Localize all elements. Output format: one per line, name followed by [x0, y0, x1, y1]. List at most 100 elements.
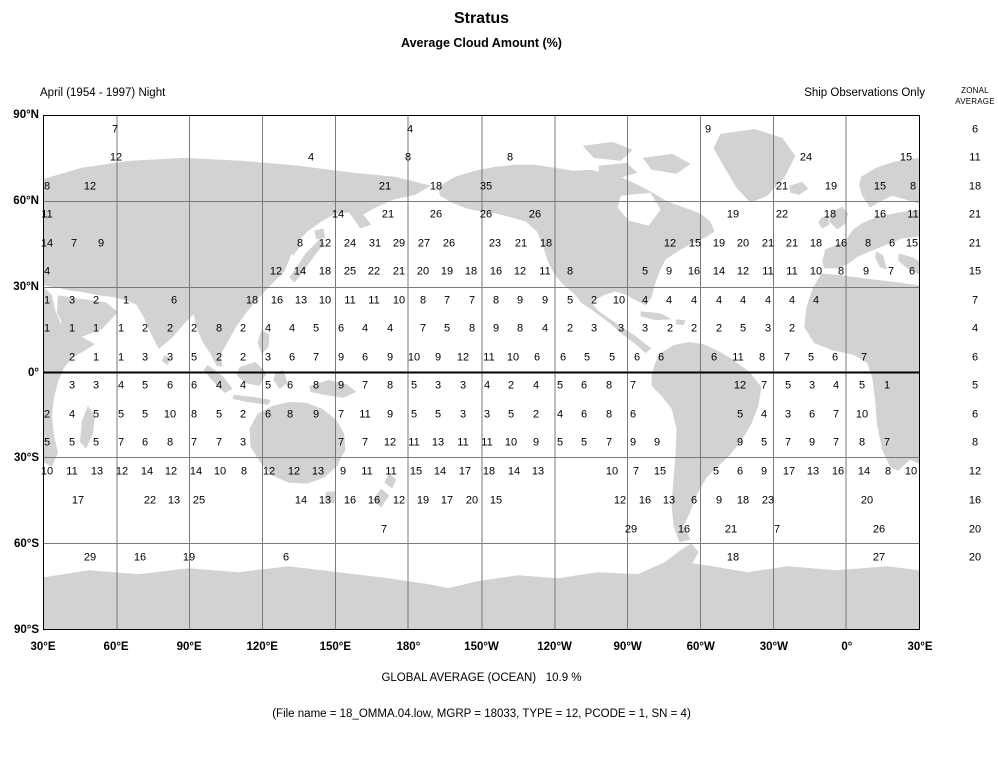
grid-cell-value: 6: [559, 351, 567, 364]
grid-cell-value: 11: [762, 265, 774, 278]
grid-cell-value: 23: [488, 237, 502, 250]
grid-cell-value: 3: [784, 408, 792, 421]
grid-cell-value: 19: [182, 551, 196, 564]
grid-cell-value: 2: [666, 322, 674, 335]
grid-cell-value: 25: [192, 494, 206, 507]
grid-cell-value: 8: [605, 379, 613, 392]
grid-cell-value: 22: [143, 494, 157, 507]
grid-cell-value: 19: [416, 494, 430, 507]
grid-cell-value: 11: [359, 408, 371, 421]
zonal-average-value: 16: [968, 494, 982, 507]
y-tick-label: 60°N: [13, 194, 39, 207]
grid-cell-value: 10: [809, 265, 823, 278]
grid-cell-value: 13: [311, 465, 325, 478]
grid-cell-value: 31: [368, 237, 382, 250]
grid-cell-value: 5: [807, 351, 815, 364]
grid-cell-value: 4: [788, 294, 796, 307]
grid-cell-value: 9: [337, 379, 345, 392]
x-tick-label: 90°E: [176, 641, 202, 653]
grid-cell-value: 4: [361, 322, 369, 335]
grid-cell-value: 12: [456, 351, 470, 364]
grid-cell-value: 4: [760, 408, 768, 421]
land-madagascar: [79, 405, 95, 449]
grid-cell-value: 12: [736, 265, 750, 278]
grid-cell-value: 7: [832, 436, 840, 449]
grid-cell-value: 4: [641, 294, 649, 307]
grid-cell-value: 10: [392, 294, 406, 307]
land-britain: [829, 206, 849, 230]
grid-cell-value: 8: [286, 408, 294, 421]
grid-cell-value: 6: [580, 379, 588, 392]
x-tick-label: 30°E: [30, 641, 56, 653]
grid-cell-value: 6: [533, 351, 541, 364]
grid-cell-value: 2: [532, 408, 540, 421]
grid-cell-value: 5: [580, 436, 588, 449]
grid-cell-value: 17: [71, 494, 85, 507]
grid-cell-value: 7: [111, 123, 119, 136]
grid-cell-value: 8: [419, 294, 427, 307]
grid-cell-value: 3: [459, 408, 467, 421]
grid-cell-value: 26: [442, 237, 456, 250]
grid-cell-value: 4: [117, 379, 125, 392]
grid-cell-value: 4: [264, 322, 272, 335]
land-south-america: [651, 342, 762, 543]
grid-cell-value: 4: [764, 294, 772, 307]
grid-cell-value: 1: [43, 322, 51, 335]
grid-cell-value: 5: [43, 436, 51, 449]
grid-cell-value: 14: [507, 465, 521, 478]
season-label: April (1954 - 1997) Night: [40, 87, 166, 99]
grid-cell-value: 5: [739, 322, 747, 335]
grid-cell-value: 5: [641, 265, 649, 278]
grid-cell-value: 26: [528, 208, 542, 221]
grid-cell-value: 10: [213, 465, 227, 478]
grid-cell-value: 3: [166, 351, 174, 364]
grid-cell-value: 2: [215, 351, 223, 364]
grid-cell-value: 11: [368, 294, 380, 307]
grid-cell-value: 4: [556, 408, 564, 421]
land-arctic-island-2: [642, 153, 691, 174]
grid-cell-value: 4: [812, 294, 820, 307]
grid-cell-value: 12: [733, 379, 747, 392]
grid-cell-value: 8: [386, 379, 394, 392]
grid-cell-value: 8: [240, 465, 248, 478]
zonal-average-value: 21: [968, 237, 982, 250]
grid-cell-value: 7: [312, 351, 320, 364]
grid-cell-value: 5: [443, 322, 451, 335]
grid-cell-value: 16: [367, 494, 381, 507]
grid-cell-value: 24: [799, 151, 813, 164]
grid-cell-value: 5: [583, 351, 591, 364]
grid-cell-value: 9: [434, 351, 442, 364]
grid-cell-value: 15: [653, 465, 667, 478]
grid-cell-value: 3: [459, 379, 467, 392]
grid-cell-value: 20: [860, 494, 874, 507]
land-arctic-island-1: [582, 141, 633, 161]
grid-cell-value: 1: [117, 351, 125, 364]
grid-cell-value: 3: [92, 379, 100, 392]
grid-cell-value: 13: [662, 494, 676, 507]
land-africa-east: [44, 287, 95, 467]
grid-cell-value: 7: [468, 294, 476, 307]
grid-cell-value: 9: [808, 436, 816, 449]
grid-cell-value: 6: [633, 351, 641, 364]
grid-cell-value: 29: [83, 551, 97, 564]
zonal-average-value: 8: [971, 436, 979, 449]
grid-cell-value: 11: [907, 208, 919, 221]
zonal-average-value: 4: [971, 322, 979, 335]
grid-cell-value: 16: [687, 265, 701, 278]
grid-cell-value: 25: [343, 265, 357, 278]
x-tick-label: 30°W: [759, 641, 788, 653]
grid-cell-value: 5: [190, 351, 198, 364]
grid-cell-value: 9: [715, 494, 723, 507]
grid-cell-value: 8: [837, 265, 845, 278]
grid-cell-value: 6: [629, 408, 637, 421]
grid-cell-value: 9: [492, 322, 500, 335]
grid-cell-value: 18: [539, 237, 553, 250]
grid-cell-value: 7: [361, 436, 369, 449]
x-tick-label: 120°E: [246, 641, 278, 653]
grid-cell-value: 13: [318, 494, 332, 507]
grid-cell-value: 2: [788, 322, 796, 335]
grid-cell-value: 1: [92, 351, 100, 364]
grid-cell-value: 11: [385, 465, 397, 478]
grid-cell-value: 2: [190, 322, 198, 335]
grid-cell-value: 5: [92, 408, 100, 421]
